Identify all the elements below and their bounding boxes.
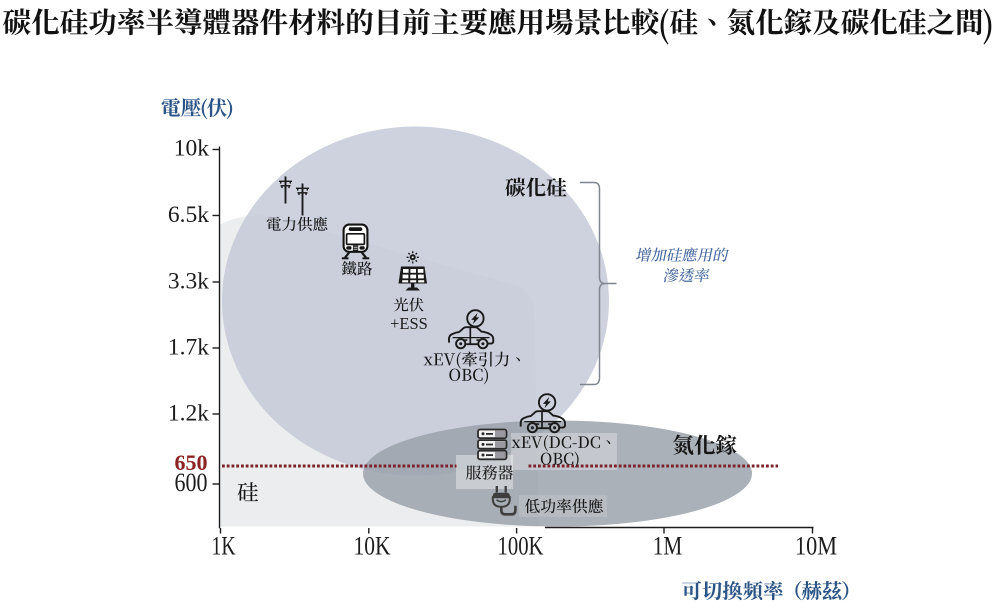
svg-text:1K: 1K — [212, 531, 236, 561]
svg-text:10k: 10k — [174, 136, 210, 162]
svg-text:10K: 10K — [354, 531, 391, 561]
svg-text:6.5k: 6.5k — [168, 202, 209, 228]
svg-text:600: 600 — [175, 467, 208, 497]
svg-text:1.7k: 1.7k — [168, 335, 209, 361]
svg-text:1M: 1M — [653, 531, 683, 561]
svg-text:1.2k: 1.2k — [168, 401, 209, 427]
svg-text:10M: 10M — [795, 531, 837, 561]
svg-text:3.3k: 3.3k — [168, 269, 209, 295]
svg-text:100K: 100K — [498, 531, 544, 561]
svg-text:+ESS: +ESS — [390, 314, 428, 333]
svg-text:650: 650 — [175, 450, 208, 475]
